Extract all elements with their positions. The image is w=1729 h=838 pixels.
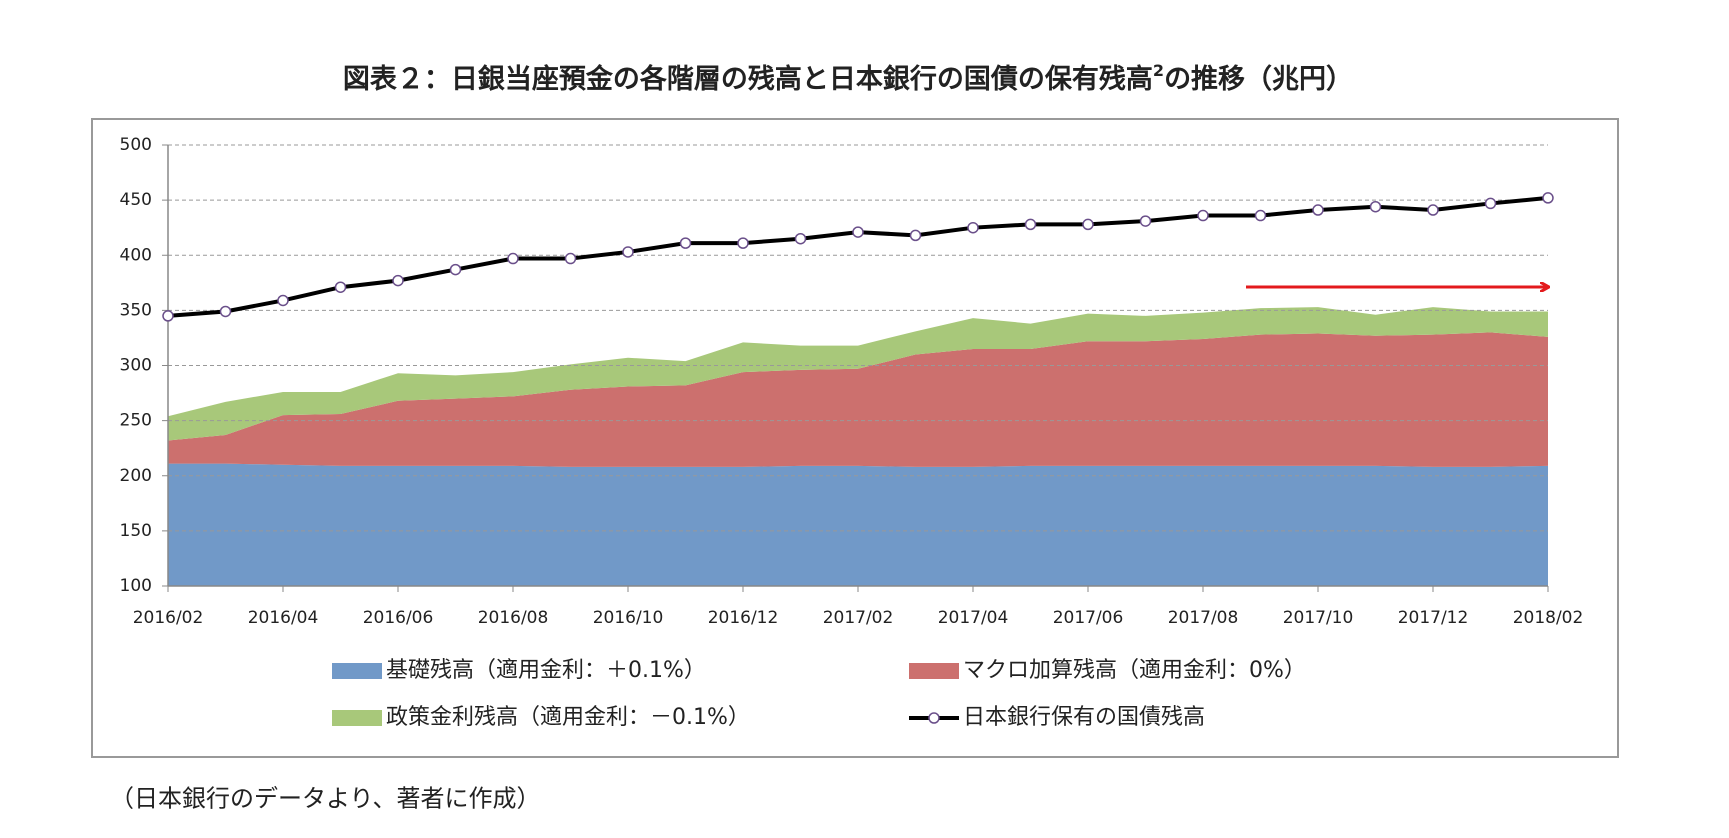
line-marker [449, 263, 462, 276]
y-tick-label: 450 [120, 190, 152, 210]
line-marker [334, 281, 347, 293]
line-series [167, 195, 1549, 318]
legend-label: マクロ加算残高（適用金利：0%） [963, 658, 1306, 683]
line-marker [967, 221, 979, 234]
legend-label: 基礎残高（適用金利：＋0.1%） [386, 658, 706, 683]
line-marker [1312, 204, 1324, 216]
title-superscript: 2 [1153, 61, 1164, 80]
x-tick-label: 2016/08 [478, 608, 549, 628]
y-tick-label: 250 [120, 411, 152, 431]
line-marker [737, 237, 749, 249]
x-tick-label: 2017/12 [1398, 608, 1469, 628]
x-tick-label: 2017/06 [1053, 608, 1124, 628]
legend-marker [928, 712, 940, 724]
line-marker [1542, 192, 1554, 204]
line-marker [622, 246, 634, 258]
title-suffix: の推移（兆円） [1164, 64, 1353, 95]
line-marker [1197, 209, 1209, 222]
x-tick-label: 2016/02 [133, 608, 204, 628]
y-tick-label: 500 [120, 135, 152, 155]
area-series [168, 332, 1548, 467]
area-series [168, 463, 1548, 586]
y-tick-label: 100 [120, 576, 152, 596]
legend-label: 日本銀行保有の国債残高 [963, 705, 1205, 730]
legend-swatch [909, 663, 959, 679]
line-marker [277, 294, 289, 307]
y-tick-label: 400 [120, 245, 152, 265]
line-marker [909, 229, 922, 242]
x-tick-label: 2017/08 [1168, 608, 1239, 628]
x-tick-label: 2017/02 [823, 608, 894, 628]
legend-swatch [332, 663, 382, 679]
x-tick-label: 2016/10 [593, 608, 664, 628]
legend-swatch [332, 710, 382, 726]
line-marker [1484, 197, 1497, 210]
line-marker [1427, 204, 1439, 216]
line-marker [507, 252, 519, 265]
x-tick-label: 2016/06 [363, 608, 434, 628]
plot-area [162, 144, 1554, 592]
line-marker [1369, 200, 1382, 213]
line-marker [1139, 215, 1152, 227]
y-tick-label: 150 [120, 521, 152, 541]
legend-label: 政策金利残高（適用金利：－0.1%） [386, 705, 750, 730]
area-series [168, 307, 1548, 441]
x-tick-label: 2017/04 [938, 608, 1009, 628]
line-marker [564, 252, 577, 265]
line-marker [679, 237, 692, 249]
chart-frame [91, 118, 1619, 758]
x-tick-label: 2016/04 [248, 608, 319, 628]
line-marker [162, 310, 174, 322]
caption: （日本銀行のデータより、著者に作成） [110, 785, 541, 813]
y-tick-label: 200 [120, 466, 152, 486]
line-marker [219, 305, 232, 318]
line-marker [1254, 209, 1267, 222]
y-tick-label: 350 [120, 300, 152, 320]
title-main: 図表２：日銀当座預金の各階層の残高と日本銀行の国債の保有残高 [343, 63, 1153, 95]
line-marker [794, 232, 807, 245]
y-tick-label: 300 [120, 356, 152, 376]
chart-title: 図表２：日銀当座預金の各階層の残高と日本銀行の国債の保有残高2の推移（兆円） [343, 61, 1353, 95]
x-tick-label: 2017/10 [1283, 608, 1354, 628]
line-marker [1082, 218, 1094, 231]
x-tick-label: 2016/12 [708, 608, 779, 628]
line-marker [392, 274, 404, 287]
line-marker [852, 226, 864, 238]
x-tick-label: 2018/02 [1513, 608, 1584, 628]
line-marker [1024, 218, 1037, 231]
